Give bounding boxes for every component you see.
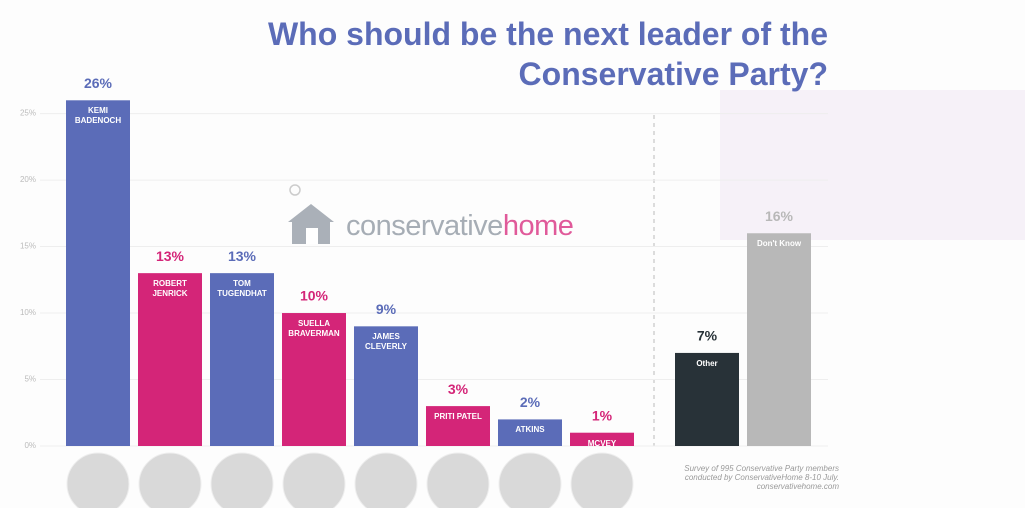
bar	[570, 432, 634, 446]
source-line: Survey of 995 Conservative Party members	[684, 464, 839, 473]
bar	[498, 419, 562, 446]
value-label: 16%	[765, 208, 794, 224]
value-label: 3%	[448, 381, 469, 397]
y-tick-label: 0%	[24, 441, 36, 450]
value-label: 1%	[592, 407, 613, 423]
portrait	[570, 452, 634, 508]
bar	[66, 100, 130, 446]
source-line: conducted by ConservativeHome 8-10 July.	[684, 473, 839, 482]
y-tick-label: 15%	[20, 242, 36, 251]
source-line: conservativehome.com	[756, 482, 839, 491]
bar-label: ATKINS	[515, 425, 545, 435]
value-label: 7%	[697, 328, 718, 344]
bar-label: KEMI BADENOCH	[74, 106, 122, 126]
portrait	[354, 452, 418, 508]
y-tick-label: 5%	[24, 375, 36, 384]
value-label: 13%	[228, 248, 257, 264]
logo-house	[288, 184, 334, 244]
bar	[426, 406, 490, 446]
y-tick-label: 10%	[20, 308, 36, 317]
bar	[282, 313, 346, 446]
bar-label: ROBERT JENRICK	[152, 279, 188, 299]
bar-label: Don't Know	[756, 239, 802, 249]
bar-label: SUELLA BRAVERMAN	[288, 319, 340, 339]
bar	[138, 273, 202, 446]
value-label: 9%	[376, 301, 397, 317]
bar-label: PRITI PATEL	[434, 412, 482, 422]
logo: conservativehome	[346, 210, 574, 243]
bar	[210, 273, 274, 446]
portrait	[66, 452, 130, 508]
logo-text: conservative	[346, 210, 503, 242]
chart-title: Who should be the next leader of the Con…	[267, 16, 828, 92]
value-label: 2%	[520, 394, 541, 410]
logo-text: home	[502, 210, 574, 242]
portrait	[282, 452, 346, 508]
portrait	[426, 452, 490, 508]
y-tick-label: 25%	[20, 109, 36, 118]
y-tick-label: 20%	[20, 175, 36, 184]
bar	[354, 326, 418, 446]
value-label: 13%	[156, 248, 185, 264]
value-label: 26%	[84, 75, 113, 91]
bar-label: TOM TUGENDHAT	[217, 279, 267, 299]
portrait	[210, 452, 274, 508]
portrait	[138, 452, 202, 508]
bar	[675, 352, 739, 446]
source-note: Survey of 995 Conservative Party members…	[684, 464, 839, 491]
bar-label: Other	[696, 358, 718, 368]
bar-label: JAMES CLEVERLY	[365, 332, 407, 352]
portrait	[498, 452, 562, 508]
background-shape	[720, 90, 1025, 240]
bar	[747, 233, 811, 446]
value-label: 10%	[300, 288, 329, 304]
bar-label: MCVEY	[587, 438, 617, 448]
